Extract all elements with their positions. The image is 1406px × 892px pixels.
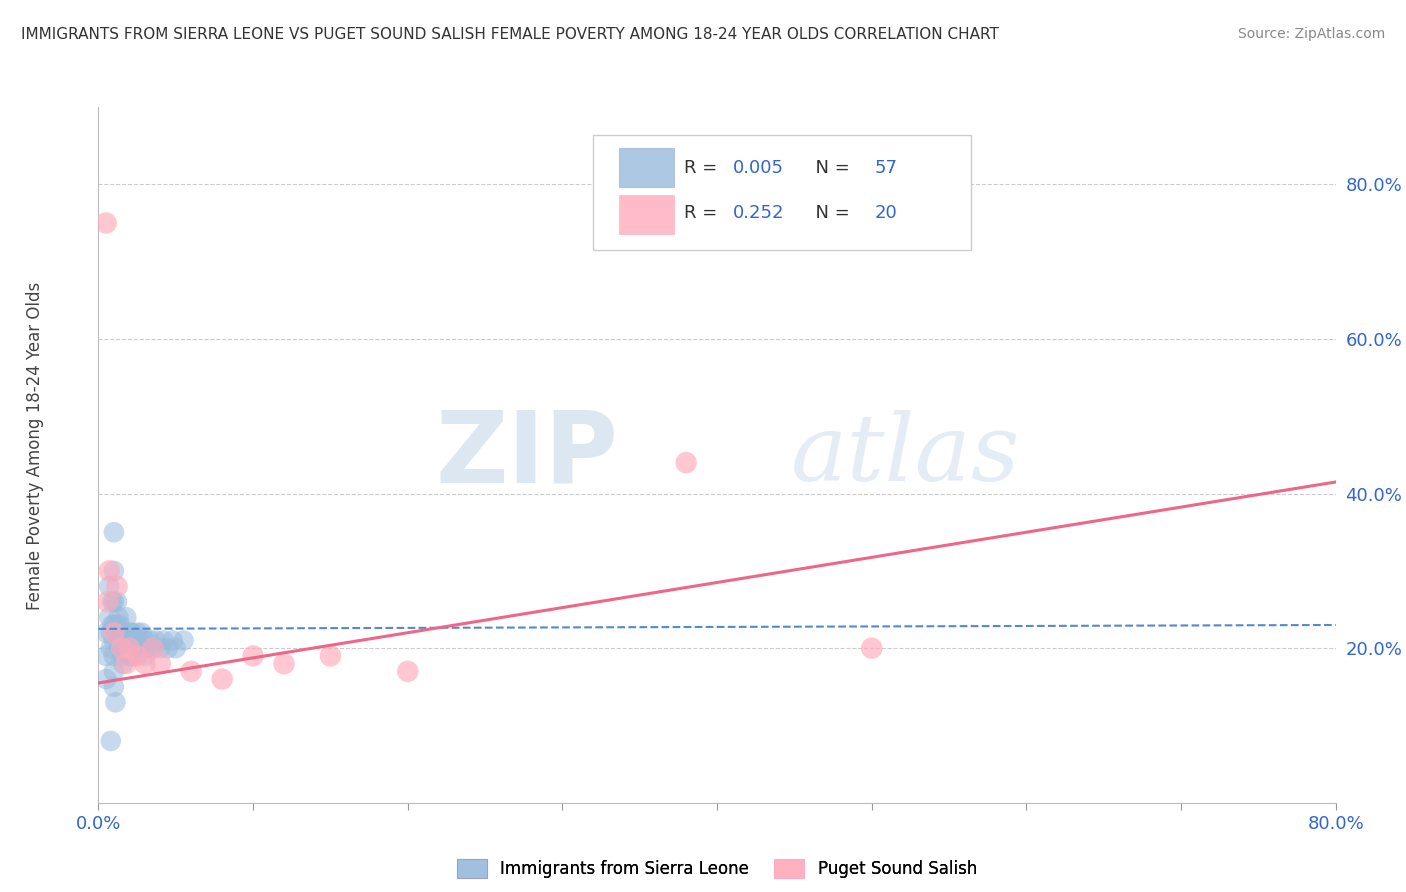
Point	[96, 648, 118, 663]
Point	[112, 633, 135, 648]
Point	[98, 610, 121, 624]
Point	[100, 641, 122, 656]
Point	[115, 633, 138, 648]
Point	[134, 657, 156, 671]
Point	[396, 665, 419, 679]
Point	[98, 564, 121, 578]
Text: atlas: atlas	[792, 410, 1021, 500]
Point	[124, 641, 146, 656]
Point	[96, 672, 118, 686]
Point	[105, 618, 128, 632]
Point	[100, 625, 122, 640]
Point	[115, 610, 138, 624]
Point	[152, 633, 174, 648]
Point	[129, 641, 152, 656]
Point	[121, 648, 143, 663]
Point	[103, 525, 125, 540]
Point	[172, 633, 194, 648]
Point	[103, 648, 125, 663]
Point	[136, 641, 159, 656]
Point	[103, 618, 125, 632]
Point	[112, 657, 135, 671]
Legend: Immigrants from Sierra Leone, Puget Sound Salish: Immigrants from Sierra Leone, Puget Soun…	[450, 853, 984, 885]
Point	[96, 216, 118, 230]
Point	[105, 579, 128, 593]
Text: Female Poverty Among 18-24 Year Olds: Female Poverty Among 18-24 Year Olds	[27, 282, 44, 610]
Point	[141, 641, 165, 656]
Point	[108, 618, 131, 632]
Point	[101, 595, 124, 609]
Point	[108, 641, 131, 656]
Point	[180, 665, 202, 679]
Point	[127, 648, 149, 663]
Point	[111, 641, 132, 656]
Point	[118, 648, 141, 663]
Text: IMMIGRANTS FROM SIERRA LEONE VS PUGET SOUND SALISH FEMALE POVERTY AMONG 18-24 YE: IMMIGRANTS FROM SIERRA LEONE VS PUGET SO…	[21, 27, 1000, 42]
Point	[141, 641, 165, 656]
FancyBboxPatch shape	[593, 135, 970, 250]
Point	[103, 665, 125, 679]
Text: 0.252: 0.252	[733, 204, 785, 222]
Point	[118, 641, 141, 656]
Point	[242, 648, 264, 663]
Text: 57: 57	[875, 159, 897, 177]
Point	[675, 456, 697, 470]
Point	[162, 633, 184, 648]
Point	[103, 564, 125, 578]
Point	[134, 633, 156, 648]
Point	[98, 579, 121, 593]
Point	[107, 625, 129, 640]
Text: Source: ZipAtlas.com: Source: ZipAtlas.com	[1237, 27, 1385, 41]
Point	[319, 648, 342, 663]
Text: N =: N =	[804, 204, 855, 222]
Point	[121, 625, 143, 640]
Point	[273, 657, 295, 671]
Point	[105, 633, 128, 648]
Point	[122, 633, 145, 648]
Text: ZIP: ZIP	[436, 407, 619, 503]
Point	[149, 657, 172, 671]
Text: R =: R =	[683, 204, 723, 222]
Point	[103, 680, 125, 694]
Point	[860, 641, 883, 656]
Point	[138, 633, 160, 648]
Point	[157, 641, 180, 656]
Point	[134, 648, 156, 663]
Point	[100, 734, 122, 748]
Text: N =: N =	[804, 159, 855, 177]
Point	[105, 595, 128, 609]
FancyBboxPatch shape	[619, 148, 673, 187]
Point	[104, 695, 127, 709]
Point	[96, 625, 118, 640]
Point	[120, 633, 142, 648]
Point	[149, 641, 172, 656]
Point	[211, 672, 233, 686]
Text: R =: R =	[683, 159, 723, 177]
Point	[111, 648, 132, 663]
Point	[97, 595, 120, 609]
Point	[117, 648, 139, 663]
Point	[128, 633, 150, 648]
Point	[114, 641, 136, 656]
Point	[111, 625, 132, 640]
Point	[118, 625, 141, 640]
Point	[145, 633, 167, 648]
Point	[115, 657, 138, 671]
FancyBboxPatch shape	[619, 194, 673, 234]
Point	[127, 625, 149, 640]
Point	[107, 610, 129, 624]
Point	[131, 625, 153, 640]
Point	[103, 633, 125, 648]
Point	[103, 625, 125, 640]
Text: 0.005: 0.005	[733, 159, 785, 177]
Text: 20: 20	[875, 204, 897, 222]
Point	[101, 618, 124, 632]
Point	[103, 595, 125, 609]
Point	[165, 641, 187, 656]
